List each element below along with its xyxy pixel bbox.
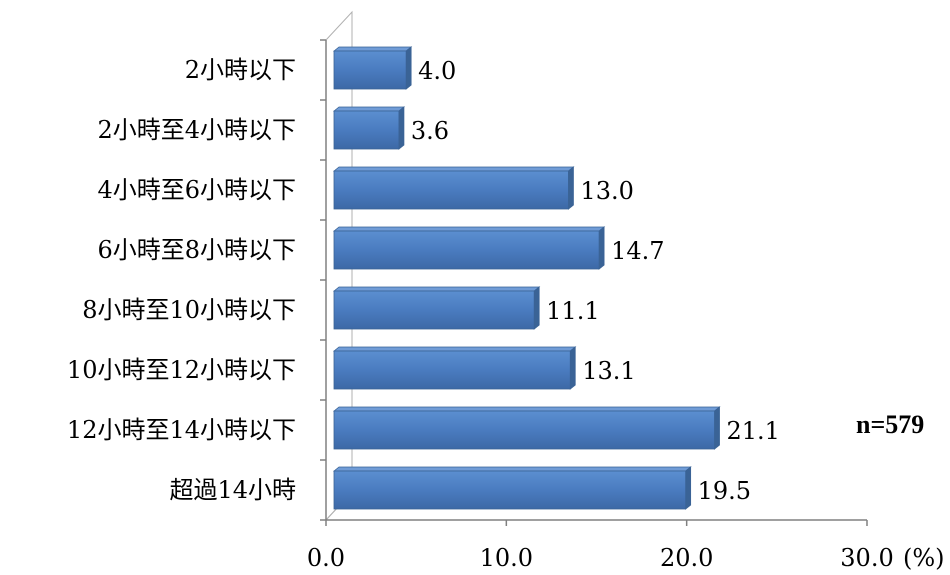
bar-top-face xyxy=(332,166,575,172)
value-label: 13.0 xyxy=(580,177,633,205)
bar xyxy=(332,466,692,510)
bar-top-face xyxy=(332,226,606,232)
bar xyxy=(332,406,721,450)
bar-top-face xyxy=(332,466,692,472)
value-label: 4.0 xyxy=(418,57,456,85)
bar-front-face xyxy=(333,470,687,510)
bar-side-face xyxy=(533,286,540,330)
category-label: 2小時至4小時以下 xyxy=(97,116,296,144)
bar xyxy=(332,46,413,90)
bar-top-face xyxy=(332,106,406,112)
x-axis-ticks: 0.0 10.0 20.0 30.0 xyxy=(307,520,894,572)
bar-top-face xyxy=(332,406,721,412)
category-label: 8小時至10小時以下 xyxy=(82,296,296,324)
value-label: 13.1 xyxy=(582,357,635,385)
x-tick-label: 0.0 xyxy=(307,544,345,572)
bar-side-face xyxy=(714,406,720,450)
category-label: 6小時至8小時以下 xyxy=(97,236,296,264)
bar-front-face xyxy=(333,410,715,450)
category-label: 12小時至14小時以下 xyxy=(67,416,296,444)
x-tick-label: 30.0 xyxy=(840,544,893,572)
bar-front-face xyxy=(333,230,600,270)
value-label: 19.5 xyxy=(698,477,751,505)
bar-top-face xyxy=(332,46,413,52)
bar-front-face xyxy=(333,110,400,150)
x-axis-unit-label: (%) xyxy=(903,544,945,572)
x-tick-label: 10.0 xyxy=(480,544,533,572)
category-label: 2小時以下 xyxy=(185,56,296,84)
bar-side-face xyxy=(569,346,576,390)
bar-front-face xyxy=(333,350,571,390)
bars-group xyxy=(332,46,721,510)
value-label: 21.1 xyxy=(727,417,780,445)
category-label: 10小時至12小時以下 xyxy=(67,356,296,384)
bar xyxy=(332,166,575,210)
bar xyxy=(332,106,406,150)
bar-front-face xyxy=(333,290,535,330)
value-labels: 4.0 3.6 13.0 14.7 11.1 13.1 21.1 19.5 xyxy=(411,57,780,505)
x-tick-label: 20.0 xyxy=(660,544,713,572)
bar-side-face xyxy=(405,46,412,90)
bar-side-face xyxy=(685,466,692,510)
value-label: 11.1 xyxy=(546,297,599,325)
bar-side-face xyxy=(598,226,605,270)
value-label: 14.7 xyxy=(611,237,664,265)
bar xyxy=(332,286,541,330)
bar-front-face xyxy=(333,50,407,90)
bar-side-face xyxy=(568,166,574,210)
sample-size-annotation: n=579 xyxy=(856,410,924,439)
category-labels: 2小時以下 2小時至4小時以下 4小時至6小時以下 6小時至8小時以下 8小時至10小時… xyxy=(67,56,296,504)
bar-side-face xyxy=(398,106,405,150)
category-label: 4小時至6小時以下 xyxy=(97,176,296,204)
bar xyxy=(332,346,577,390)
value-label: 3.6 xyxy=(411,117,449,145)
y-axis-ticks xyxy=(320,39,326,521)
bar xyxy=(332,226,606,270)
category-label: 超過14小時 xyxy=(169,476,296,504)
bar-front-face xyxy=(333,170,569,210)
bar-top-face xyxy=(332,346,577,352)
bar-top-face xyxy=(332,286,541,292)
